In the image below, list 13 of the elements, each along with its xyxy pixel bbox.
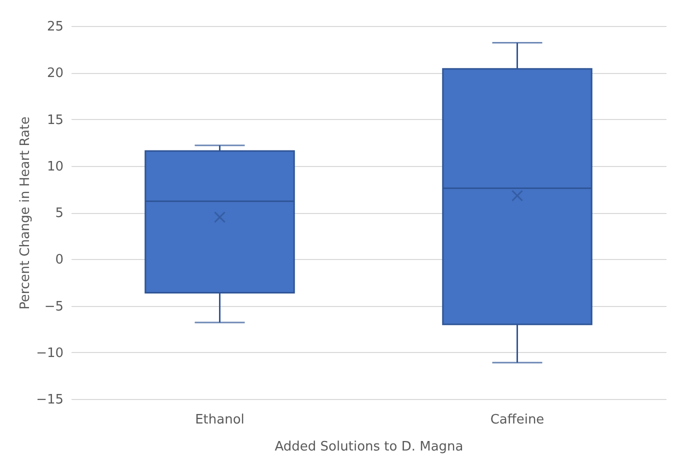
x-tick-label: Ethanol: [195, 412, 244, 428]
y-axis-title: Percent Change in Heart Rate: [18, 116, 34, 310]
y-tick-label: −15: [36, 392, 64, 408]
y-tick-label: −5: [44, 299, 64, 314]
y-tick-label: 5: [55, 206, 64, 221]
y-tick-label: 15: [46, 112, 64, 128]
y-tick-label: 25: [46, 20, 64, 34]
x-tick-label: Caffeine: [490, 412, 544, 428]
x-axis-title: Added Solutions to D. Magna: [274, 440, 464, 454]
y-tick-label: −10: [36, 346, 64, 361]
y-tick-label: 10: [46, 159, 64, 174]
y-tick-label: 0: [55, 252, 64, 268]
y-tick-label: 20: [46, 66, 64, 82]
